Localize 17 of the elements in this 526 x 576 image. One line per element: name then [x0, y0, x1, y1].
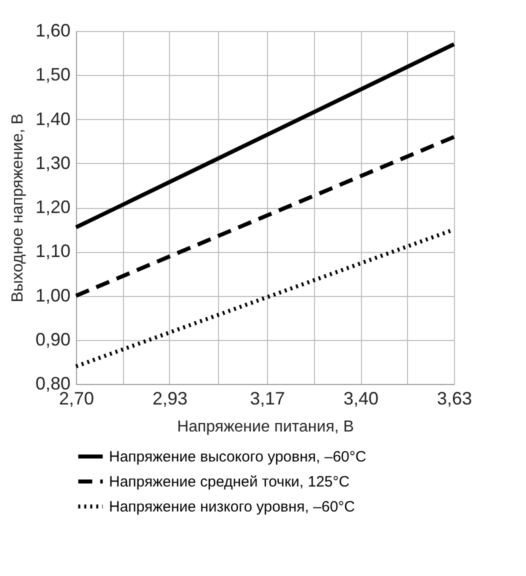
- x-tick-label: 3,40: [343, 388, 379, 408]
- legend-label: Напряжение высокого уровня, –60°C: [109, 448, 366, 466]
- y-tick-label: 1,10: [35, 241, 70, 262]
- legend-label: Напряжение средней точки, 125°C: [109, 474, 350, 490]
- x-tick-label: 3,63: [436, 388, 472, 408]
- y-axis-title: Выходное напряжение, В: [9, 114, 26, 302]
- x-tick-label: 2,93: [152, 388, 188, 408]
- y-tick-label: 1,50: [35, 64, 70, 85]
- legend-label: Напряжение низкого уровня, –60°C: [109, 498, 356, 516]
- y-tick-label: 1,00: [35, 285, 70, 306]
- y-tick-label: 1,60: [35, 20, 70, 40]
- y-tick-label: 1,40: [35, 108, 70, 129]
- y-tick-label: 1,20: [35, 197, 70, 217]
- x-tick-label: 3,17: [250, 388, 286, 408]
- y-tick-label: 0,90: [35, 329, 70, 350]
- y-tick-label: 1,30: [35, 152, 70, 173]
- x-axis-title: Напряжение питания, В: [177, 418, 354, 436]
